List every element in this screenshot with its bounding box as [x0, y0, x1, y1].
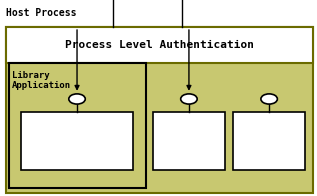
Bar — [21, 112, 133, 170]
Bar — [9, 63, 146, 188]
Bar — [233, 112, 305, 170]
Circle shape — [261, 94, 277, 104]
Bar — [6, 27, 313, 193]
Circle shape — [181, 94, 197, 104]
Bar — [153, 112, 225, 170]
Bar — [6, 27, 313, 63]
Text: Process Level Authentication: Process Level Authentication — [65, 40, 254, 50]
Text: Library
Application: Library Application — [12, 71, 71, 90]
Circle shape — [69, 94, 85, 104]
Text: Host Process: Host Process — [6, 8, 77, 18]
